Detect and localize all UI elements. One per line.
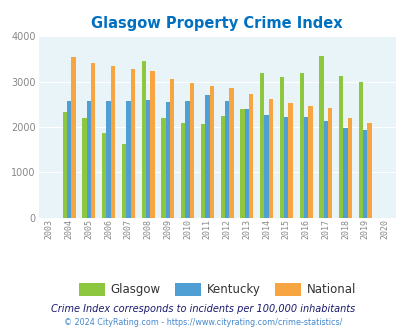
- Bar: [71, 57, 75, 218]
- Bar: [122, 144, 126, 218]
- Text: Crime Index corresponds to incidents per 100,000 inhabitants: Crime Index corresponds to incidents per…: [51, 304, 354, 314]
- Bar: [150, 71, 154, 218]
- Bar: [205, 95, 209, 218]
- Bar: [130, 69, 134, 218]
- Bar: [244, 109, 248, 218]
- Title: Glasgow Property Crime Index: Glasgow Property Crime Index: [91, 16, 342, 31]
- Text: © 2024 CityRating.com - https://www.cityrating.com/crime-statistics/: © 2024 CityRating.com - https://www.city…: [64, 318, 341, 327]
- Bar: [126, 101, 130, 218]
- Bar: [347, 118, 351, 218]
- Bar: [248, 94, 253, 218]
- Bar: [367, 122, 371, 218]
- Bar: [284, 117, 288, 218]
- Bar: [91, 63, 95, 218]
- Bar: [141, 61, 145, 218]
- Bar: [200, 124, 205, 218]
- Bar: [229, 87, 233, 218]
- Legend: Glasgow, Kentucky, National: Glasgow, Kentucky, National: [74, 278, 360, 301]
- Bar: [102, 133, 106, 218]
- Bar: [299, 73, 303, 218]
- Bar: [87, 101, 91, 218]
- Bar: [181, 123, 185, 218]
- Bar: [343, 128, 347, 218]
- Bar: [161, 118, 165, 218]
- Bar: [327, 108, 331, 218]
- Bar: [338, 76, 343, 218]
- Bar: [279, 77, 283, 218]
- Bar: [62, 112, 67, 218]
- Bar: [189, 83, 194, 218]
- Bar: [260, 73, 264, 218]
- Bar: [82, 118, 87, 218]
- Bar: [111, 66, 115, 218]
- Bar: [264, 115, 268, 218]
- Bar: [165, 102, 170, 218]
- Bar: [185, 101, 189, 218]
- Bar: [67, 101, 71, 218]
- Bar: [268, 99, 273, 218]
- Bar: [224, 101, 229, 218]
- Bar: [240, 109, 244, 218]
- Bar: [362, 130, 367, 218]
- Bar: [106, 101, 111, 218]
- Bar: [358, 82, 362, 218]
- Bar: [220, 116, 224, 218]
- Bar: [288, 104, 292, 218]
- Bar: [209, 86, 213, 218]
- Bar: [303, 117, 307, 218]
- Bar: [307, 106, 312, 218]
- Bar: [170, 79, 174, 218]
- Bar: [318, 56, 323, 218]
- Bar: [145, 100, 150, 218]
- Bar: [323, 121, 327, 218]
